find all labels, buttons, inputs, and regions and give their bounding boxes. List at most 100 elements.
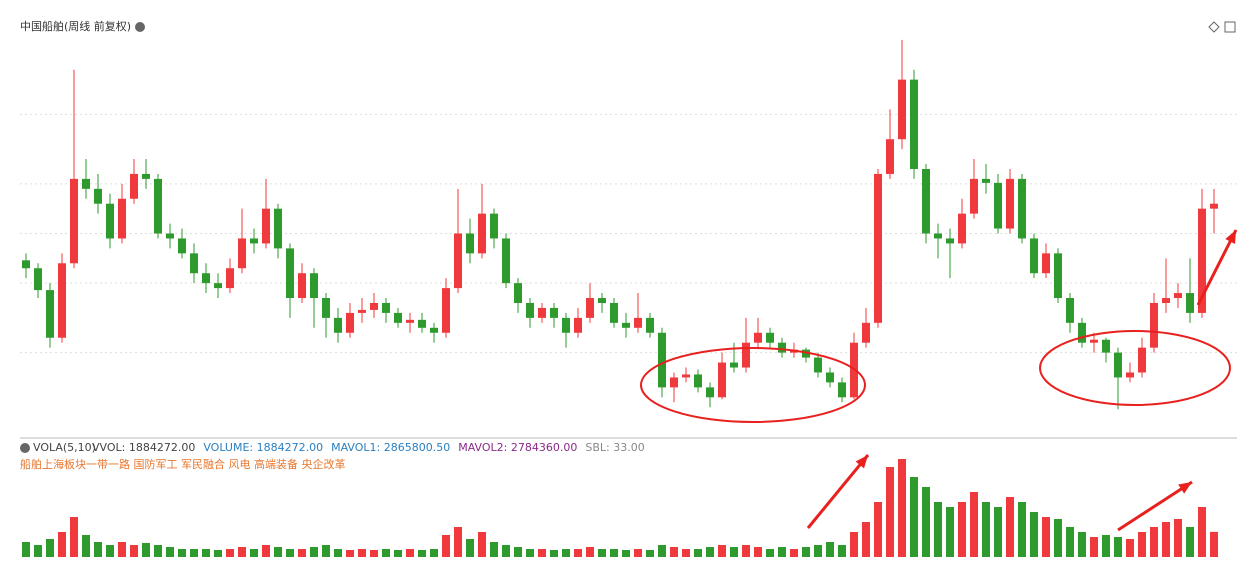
- candle-body: [394, 312, 402, 323]
- candle-body: [106, 203, 114, 239]
- volume-bar: [946, 507, 954, 557]
- candle-body: [202, 273, 210, 284]
- candle-body: [334, 317, 342, 333]
- volume-bar: [838, 545, 846, 557]
- volume-bar: [682, 549, 690, 557]
- candle-body: [58, 263, 66, 338]
- volume-bar: [466, 539, 474, 557]
- candle-body: [514, 283, 522, 303]
- chart-title: 中国船舶(周线 前复权): [20, 19, 131, 33]
- volume-bar: [106, 545, 114, 557]
- volume-bar: [310, 547, 318, 557]
- candle-body: [982, 178, 990, 183]
- volume-bar: [358, 549, 366, 557]
- volume-bar: [766, 549, 774, 557]
- annotation-arrow-head: [1225, 230, 1236, 244]
- candle-body: [454, 233, 462, 289]
- candle-body: [574, 317, 582, 333]
- volume-bar: [1066, 527, 1074, 557]
- volume-bar: [694, 549, 702, 557]
- candle-body: [1006, 178, 1014, 229]
- candle-body: [1066, 298, 1074, 323]
- volume-bar: [1198, 507, 1206, 557]
- volume-bar: [658, 545, 666, 557]
- candle-body: [190, 253, 198, 274]
- volume-bar: [1054, 519, 1062, 557]
- candle-body: [478, 213, 486, 254]
- title-icon[interactable]: [135, 22, 145, 32]
- volume-bar: [322, 545, 330, 557]
- volume-bar: [190, 549, 198, 557]
- annotation-ellipse: [1039, 330, 1231, 406]
- candle-body: [46, 290, 54, 338]
- volume-bar: [1186, 527, 1194, 557]
- icon-panel[interactable]: [1224, 21, 1236, 33]
- candle-body: [1210, 203, 1218, 209]
- candle-body: [1030, 238, 1038, 274]
- candle-body: [262, 208, 270, 244]
- volume-bar: [586, 547, 594, 557]
- candle-body: [1078, 322, 1086, 343]
- volume-bar: [934, 502, 942, 557]
- indicator-icon: [20, 443, 30, 453]
- candle-body: [622, 322, 630, 328]
- candle-body: [406, 319, 414, 323]
- volume-bar: [574, 549, 582, 557]
- candle-body: [886, 139, 894, 174]
- candle-body: [82, 178, 90, 189]
- volume-bar: [262, 545, 270, 557]
- candle-body: [238, 238, 246, 269]
- indicator-value: VOLUME: 1884272.00: [203, 441, 323, 454]
- candle-body: [418, 319, 426, 328]
- volume-bar: [1090, 537, 1098, 557]
- volume-bar: [394, 550, 402, 557]
- volume-bar: [802, 547, 810, 557]
- volume-bar: [478, 532, 486, 557]
- candle-body: [490, 213, 498, 239]
- icon-diamond[interactable]: [1208, 21, 1220, 33]
- candle-body: [598, 298, 606, 303]
- volume-bar: [346, 550, 354, 557]
- volume-bar: [274, 547, 282, 557]
- volume-bar: [874, 502, 882, 557]
- volume-bar: [370, 550, 378, 557]
- volume-bar: [622, 550, 630, 557]
- indicator-subtitle: 船舶上海板块一带一路 国防军工 军民融合 风电 高端装备 央企改革: [20, 457, 345, 471]
- volume-bar: [298, 549, 306, 557]
- volume-bar: [94, 542, 102, 557]
- volume-bar: [1042, 517, 1050, 557]
- volume-bar: [178, 549, 186, 557]
- volume-bar: [598, 549, 606, 557]
- volume-bar: [130, 545, 138, 557]
- candle-body: [34, 268, 42, 291]
- volume-bar: [790, 549, 798, 557]
- candle-body: [22, 260, 30, 269]
- indicator-legend: VOLA(5,10)VVOL: 1884272.00 VOLUME: 188427…: [20, 441, 645, 454]
- candle-body: [934, 233, 942, 239]
- volume-bar: [1006, 497, 1014, 557]
- candle-body: [802, 349, 810, 358]
- candle-body: [166, 233, 174, 239]
- annotation-arrow: [1117, 480, 1193, 532]
- candle-body: [874, 173, 882, 323]
- volume-bar: [418, 550, 426, 557]
- volume-bar: [1114, 537, 1122, 557]
- candle-body: [1042, 253, 1050, 274]
- candle-body: [1198, 208, 1206, 313]
- volume-bar: [742, 545, 750, 557]
- candle-body: [682, 374, 690, 378]
- candle-body: [1150, 302, 1158, 348]
- candle-body: [274, 208, 282, 249]
- volume-bar: [226, 549, 234, 557]
- candle-body: [958, 213, 966, 244]
- candle-body: [898, 79, 906, 140]
- volume-bar: [1018, 502, 1026, 557]
- volume-bar: [1078, 532, 1086, 557]
- candle-body: [994, 182, 1002, 229]
- candle-body: [1186, 293, 1194, 313]
- indicator-value: MAVOL2: 2784360.00: [458, 441, 577, 454]
- volume-bar: [118, 542, 126, 557]
- candle-body: [718, 362, 726, 398]
- candle-body: [130, 173, 138, 199]
- candle-body: [466, 233, 474, 254]
